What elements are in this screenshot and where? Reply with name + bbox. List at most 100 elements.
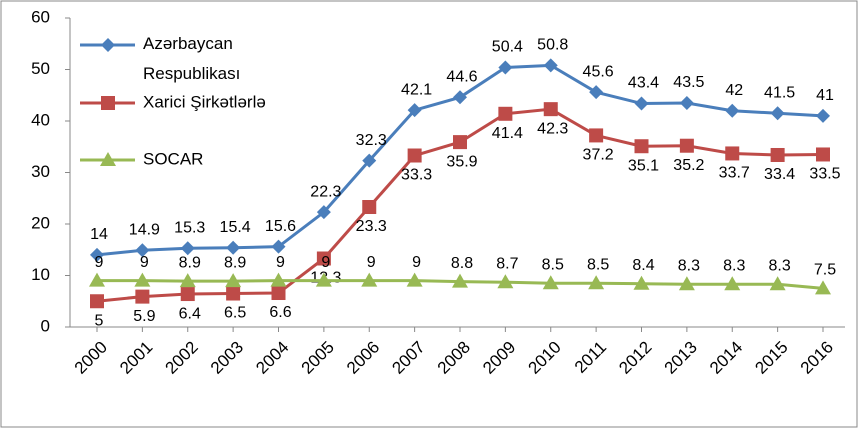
value-label: 33.4: [764, 166, 795, 183]
value-label: 6.4: [179, 305, 201, 322]
marker: [101, 96, 115, 110]
value-label: 35.2: [673, 157, 704, 174]
marker: [679, 95, 694, 110]
marker: [180, 241, 195, 256]
value-label: 35.9: [446, 153, 477, 170]
value-label: 9: [367, 254, 376, 271]
marker: [497, 274, 514, 289]
value-label: 45.6: [583, 63, 614, 80]
marker: [498, 60, 513, 75]
marker: [815, 280, 831, 295]
marker: [271, 239, 286, 254]
value-label: 5.9: [133, 308, 155, 325]
marker: [362, 200, 377, 215]
marker: [362, 153, 377, 168]
value-label: 14.9: [129, 221, 160, 238]
marker: [633, 275, 650, 290]
marker: [226, 240, 241, 255]
marker: [406, 272, 423, 287]
marker: [725, 103, 740, 118]
marker: [453, 90, 467, 105]
value-label: 8.8: [451, 255, 473, 272]
value-label: 8.3: [723, 257, 745, 274]
marker: [589, 128, 604, 143]
marker: [634, 139, 649, 154]
marker: [316, 251, 331, 266]
value-label: 7.5: [814, 262, 836, 279]
marker: [179, 273, 196, 288]
marker: [769, 276, 786, 291]
value-label: 14: [90, 226, 108, 243]
marker: [407, 148, 422, 163]
value-label: 43.4: [628, 75, 659, 92]
marker: [134, 272, 151, 287]
marker: [588, 275, 605, 290]
marker: [542, 275, 559, 290]
legend-label: Azərbaycan Respublikası: [143, 34, 240, 83]
value-label: 6.6: [269, 304, 291, 321]
y-tick-label: 50: [31, 59, 50, 78]
value-label: 23.3: [356, 218, 387, 235]
value-label: 9: [276, 254, 285, 271]
marker: [135, 243, 150, 258]
value-label: 22.3: [310, 183, 341, 200]
value-label: 9: [321, 254, 330, 271]
value-label: 41.4: [492, 125, 523, 142]
value-label: 15.3: [174, 219, 205, 236]
value-label: 8.5: [587, 256, 609, 273]
marker: [770, 106, 785, 121]
value-label: 15.6: [265, 218, 296, 235]
marker: [770, 147, 785, 162]
marker: [453, 135, 467, 150]
marker: [101, 38, 115, 52]
marker: [226, 286, 241, 301]
marker: [679, 138, 694, 153]
marker: [89, 272, 105, 287]
value-label: 5: [95, 312, 104, 329]
marker: [407, 103, 422, 118]
marker: [816, 147, 830, 162]
value-label: 9: [95, 254, 104, 271]
y-tick-label: 10: [31, 265, 50, 284]
marker: [816, 108, 830, 123]
y-tick-label: 30: [31, 162, 50, 181]
value-label: 15.4: [220, 219, 251, 236]
value-label: 50.8: [537, 37, 568, 54]
marker: [724, 276, 741, 291]
marker: [90, 294, 104, 309]
value-label: 41.5: [764, 84, 795, 101]
value-label: 8.3: [678, 257, 700, 274]
marker: [452, 273, 468, 288]
marker: [725, 146, 740, 161]
marker: [361, 272, 378, 287]
marker: [225, 273, 242, 288]
value-label: 42.3: [537, 120, 568, 137]
value-label: 32.3: [356, 132, 387, 149]
marker: [678, 276, 695, 291]
value-label: 35.1: [628, 157, 659, 174]
value-label: 8.4: [632, 257, 654, 274]
marker: [543, 58, 558, 73]
value-label: 44.6: [446, 69, 477, 86]
value-label: 33.3: [401, 167, 432, 184]
marker: [543, 102, 558, 117]
y-tick-label: 40: [31, 110, 50, 129]
marker: [90, 247, 104, 262]
marker: [270, 272, 287, 287]
value-label: 33.7: [719, 165, 750, 182]
value-label: 8.9: [224, 254, 246, 271]
value-label: 8.3: [769, 257, 791, 274]
marker: [316, 205, 331, 220]
marker: [180, 287, 195, 302]
value-label: 33.5: [809, 166, 840, 183]
marker: [589, 85, 604, 100]
value-label: 41: [816, 87, 834, 104]
value-label: 42.1: [401, 81, 432, 98]
value-label: 6.5: [224, 305, 246, 322]
value-label: 50.4: [492, 39, 523, 56]
marker: [271, 286, 286, 301]
legend-label: SOCAR: [143, 149, 203, 168]
marker: [135, 289, 150, 304]
